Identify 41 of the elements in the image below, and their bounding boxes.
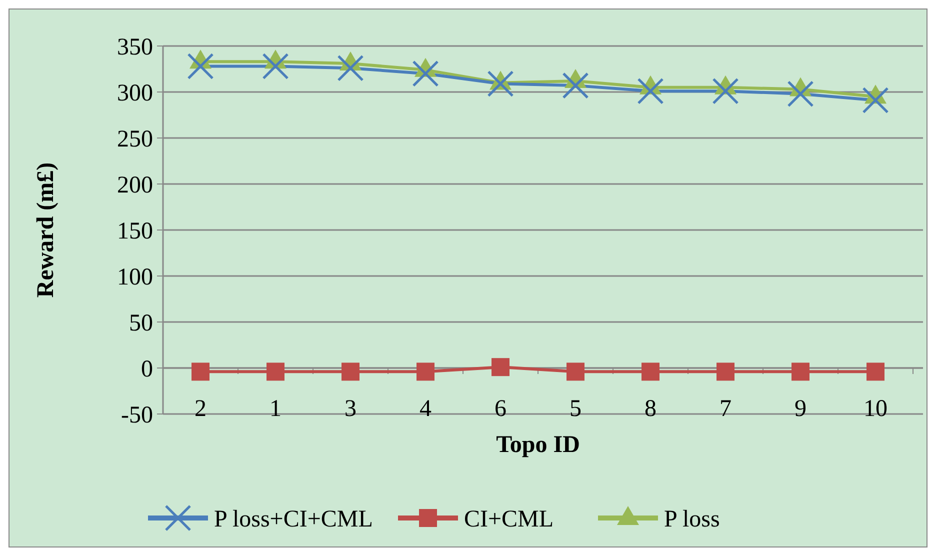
point [262, 52, 289, 80]
y-tick-label: 200 [117, 172, 153, 198]
point [416, 362, 434, 381]
legend-label: P loss [664, 506, 720, 532]
x-tick-label: 2 [194, 396, 206, 422]
y-tick-label: 250 [117, 126, 153, 152]
x-tick-label: 7 [720, 396, 732, 422]
point [412, 60, 439, 87]
x-tick-label: 6 [494, 396, 506, 422]
point [342, 362, 360, 381]
x-tick-label: 4 [420, 396, 432, 422]
point [562, 72, 589, 99]
y-tick-label: 0 [141, 356, 153, 382]
point [642, 362, 660, 381]
legend-label: CI+CML [464, 506, 554, 532]
point [637, 78, 664, 104]
x-tick-label: 9 [794, 396, 806, 422]
x-axis-title: Topo ID [496, 432, 580, 458]
point [492, 358, 510, 376]
y-tick-label: -50 [121, 402, 153, 428]
point [866, 362, 884, 381]
x-tick-label: 1 [270, 396, 282, 422]
x-tick-label: 3 [344, 396, 356, 422]
point [187, 52, 214, 80]
legend-label: P loss+CI+CML [214, 506, 373, 532]
point [566, 362, 584, 381]
y-axis-title: Reward (m£) [33, 162, 59, 298]
point [487, 70, 514, 97]
point [712, 78, 739, 104]
y-tick-label: 350 [117, 34, 153, 60]
y-tick-label: 150 [117, 218, 153, 244]
y-tick-label: 100 [117, 264, 153, 290]
x-tick-label: 10 [864, 396, 888, 422]
x-tick-label: 5 [570, 396, 582, 422]
y-tick-label: 50 [129, 310, 153, 336]
y-tick-label: 300 [117, 80, 153, 106]
point [716, 362, 734, 381]
point [192, 362, 210, 381]
x-tick-label: 8 [644, 396, 656, 422]
point [792, 362, 810, 381]
point [266, 362, 284, 381]
